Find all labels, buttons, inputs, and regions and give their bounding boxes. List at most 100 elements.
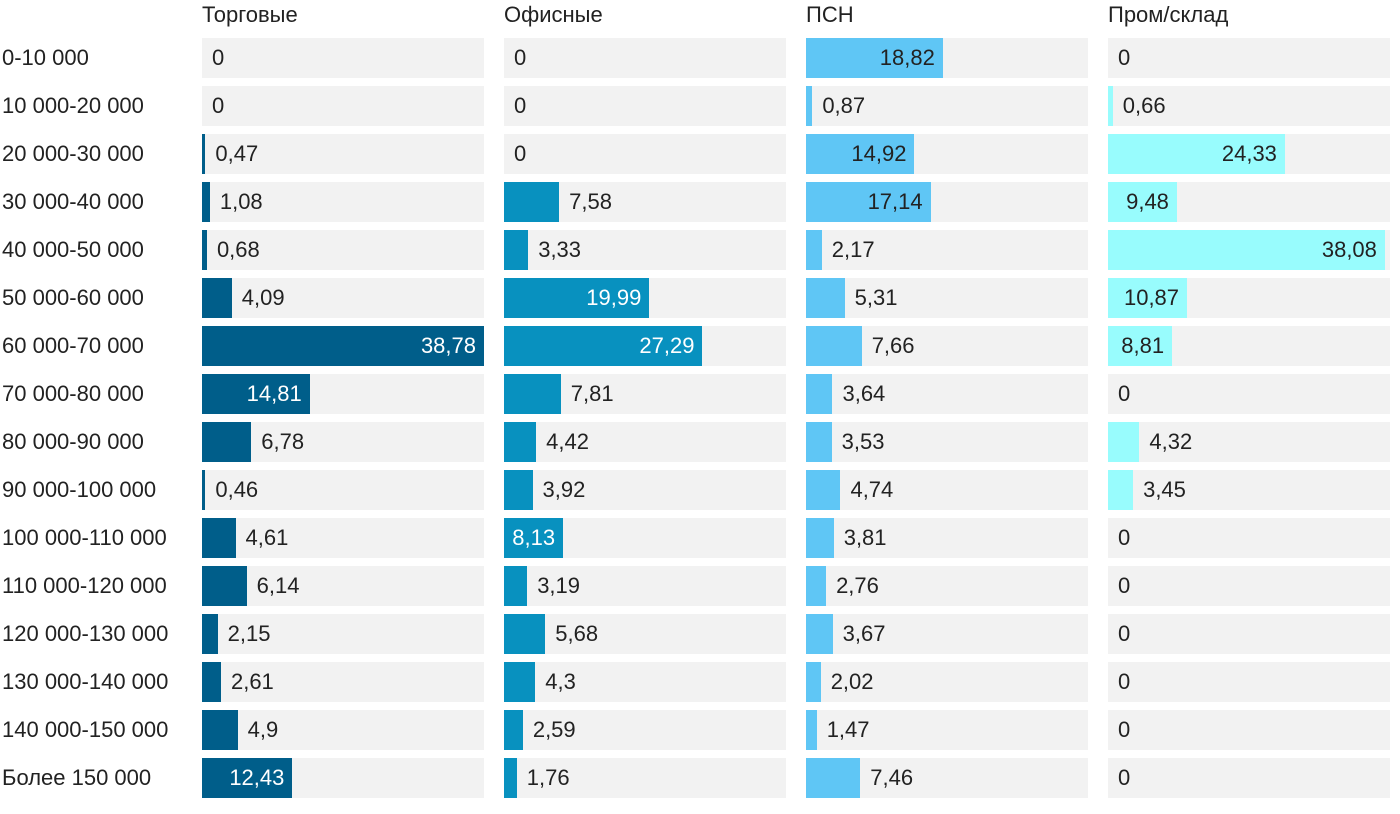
bar-track: [504, 566, 786, 606]
bar: [504, 662, 536, 702]
data-label: 1,08: [219, 189, 263, 214]
category-label: 130 000-140 000: [2, 669, 169, 694]
bar-track: [1108, 518, 1390, 558]
data-label: 0: [1118, 573, 1131, 598]
data-label: 0: [514, 141, 527, 166]
bar: [202, 374, 310, 414]
bar: [806, 38, 943, 78]
data-label: 0,47: [215, 141, 259, 166]
category-label: 40 000-50 000: [2, 237, 144, 262]
column-title: Торговые: [202, 2, 298, 27]
data-label: 2,17: [831, 237, 875, 262]
bar-track: [202, 614, 484, 654]
bar-track: [1108, 38, 1390, 78]
data-label: 0: [212, 45, 225, 70]
bar: [1108, 230, 1385, 270]
data-label: 24,33: [1221, 141, 1277, 166]
bar: [504, 614, 546, 654]
bar: [806, 662, 821, 702]
bar-track: [202, 230, 484, 270]
bar: [806, 326, 862, 366]
bar-track: [1108, 566, 1390, 606]
bar: [202, 614, 218, 654]
bar: [806, 374, 833, 414]
bar: [806, 710, 817, 750]
bar: [504, 566, 528, 606]
data-label: 19,99: [586, 285, 642, 310]
bar-track: [806, 422, 1088, 462]
data-label: 4,09: [241, 285, 285, 310]
bar-track: [504, 38, 786, 78]
data-label: 5,31: [854, 285, 898, 310]
data-label: 4,3: [545, 669, 576, 694]
data-label: 8,81: [1121, 333, 1165, 358]
category-label: 10 000-20 000: [2, 93, 144, 118]
category-label: 60 000-70 000: [2, 333, 144, 358]
category-label: 80 000-90 000: [2, 429, 144, 454]
data-label: 6,78: [261, 429, 305, 454]
category-label: 100 000-110 000: [2, 525, 167, 550]
bar-track: [202, 566, 484, 606]
bar-track: [202, 134, 484, 174]
category-label: 140 000-150 000: [2, 717, 169, 742]
data-label: 2,02: [830, 669, 874, 694]
category-label: 120 000-130 000: [2, 621, 169, 646]
bar: [806, 422, 832, 462]
data-label: 38,08: [1321, 237, 1377, 262]
data-label: 0,66: [1122, 93, 1166, 118]
bar-track: [202, 278, 484, 318]
bar-track: [504, 614, 786, 654]
bar: [806, 230, 822, 270]
data-label: 0: [1118, 765, 1131, 790]
bar-track: [1108, 470, 1390, 510]
bar-track: [504, 134, 786, 174]
bar-track: [806, 374, 1088, 414]
data-label: 4,9: [247, 717, 279, 742]
data-label: 0: [1118, 381, 1131, 406]
data-label: 3,45: [1143, 477, 1186, 502]
bar: [806, 518, 834, 558]
data-label: 4,32: [1149, 429, 1193, 454]
bar: [202, 710, 238, 750]
bar: [504, 422, 537, 462]
data-label: 7,66: [871, 333, 915, 358]
bar: [1108, 134, 1285, 174]
bar-track: [806, 518, 1088, 558]
data-label: 10,87: [1123, 285, 1180, 310]
bar: [202, 662, 221, 702]
data-label: 7,46: [870, 765, 914, 790]
data-label: 1,76: [526, 765, 570, 790]
data-label: 2,61: [230, 669, 274, 694]
column-title: Пром/склад: [1108, 2, 1229, 27]
data-label: 5,68: [555, 621, 599, 646]
bar: [806, 566, 827, 606]
bar: [806, 758, 861, 798]
category-label: 20 000-30 000: [2, 141, 144, 166]
bar-track: [806, 230, 1088, 270]
data-label: 17,14: [867, 189, 923, 214]
bar: [806, 86, 813, 126]
bar-track: [1108, 662, 1390, 702]
data-label: 3,53: [841, 429, 885, 454]
data-label: 0: [1118, 525, 1131, 550]
bar-track: [504, 422, 786, 462]
data-label: 27,29: [639, 333, 695, 358]
data-label: 3,67: [842, 621, 886, 646]
data-label: 2,59: [532, 717, 576, 742]
data-label: 14,81: [246, 381, 302, 406]
data-label: 4,74: [850, 477, 894, 502]
bar: [202, 230, 207, 270]
bar-track: [504, 758, 786, 798]
bar-track: [202, 470, 484, 510]
bar: [1108, 86, 1113, 126]
data-label: 12,43: [229, 765, 285, 790]
data-label: 0: [514, 45, 527, 70]
bar: [202, 518, 236, 558]
data-label: 0: [514, 93, 527, 118]
data-label: 3,92: [542, 477, 586, 502]
bar: [1108, 422, 1140, 462]
bar: [806, 470, 841, 510]
bar-track: [1108, 758, 1390, 798]
data-label: 0: [1118, 621, 1131, 646]
bar-track: [806, 614, 1088, 654]
